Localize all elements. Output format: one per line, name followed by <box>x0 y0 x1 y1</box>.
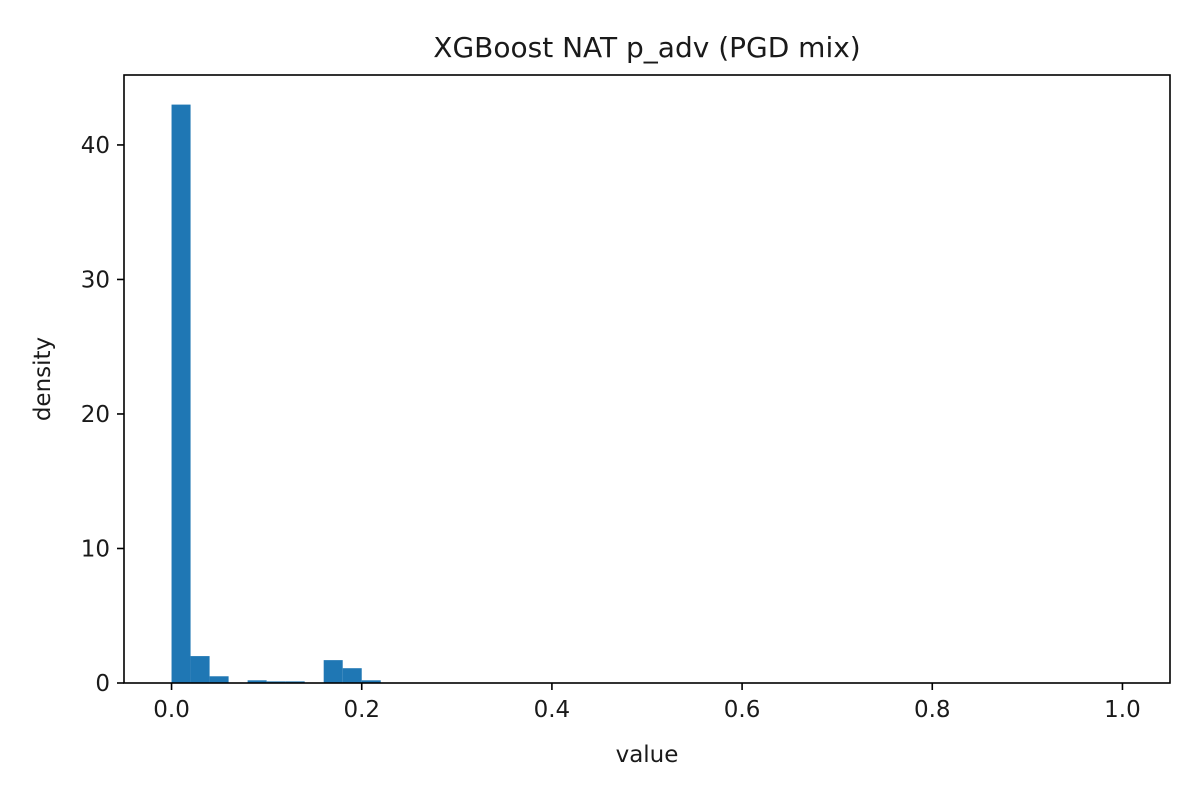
histogram-bar-4 <box>247 680 267 683</box>
x-axis-ticks: 0.0 0.2 0.4 0.6 0.8 1.0 <box>153 683 1141 723</box>
y-tick-label-1: 10 <box>81 536 110 562</box>
histogram-bar-0 <box>171 104 191 684</box>
histogram-bar-1 <box>190 656 210 683</box>
x-tick-label-0: 0.0 <box>153 697 190 723</box>
histogram-bar-10 <box>361 680 381 683</box>
plot-area-frame <box>123 74 1171 684</box>
bars-layer <box>171 104 381 684</box>
y-axis-label: density <box>30 337 56 421</box>
chart-title: XGBoost NAT p_adv (PGD mix) <box>433 31 860 64</box>
x-tick-label-1: 0.2 <box>343 697 380 723</box>
y-axis-ticks: 0 10 20 30 40 <box>81 133 124 697</box>
y-tick-label-3: 30 <box>81 267 110 293</box>
x-tick-label-2: 0.4 <box>534 697 571 723</box>
histogram-bar-9 <box>342 668 362 683</box>
x-tick-label-4: 0.8 <box>914 697 951 723</box>
y-tick-label-4: 40 <box>81 133 110 159</box>
histogram-bar-2 <box>209 676 229 683</box>
histogram-bar-6 <box>285 681 305 683</box>
y-tick-label-0: 0 <box>95 671 110 697</box>
y-tick-label-2: 20 <box>81 402 110 428</box>
histogram-bar-8 <box>323 660 343 683</box>
x-axis-label: value <box>616 742 679 768</box>
histogram-bar-5 <box>266 681 286 683</box>
x-tick-label-3: 0.6 <box>724 697 761 723</box>
x-tick-label-5: 1.0 <box>1104 697 1141 723</box>
